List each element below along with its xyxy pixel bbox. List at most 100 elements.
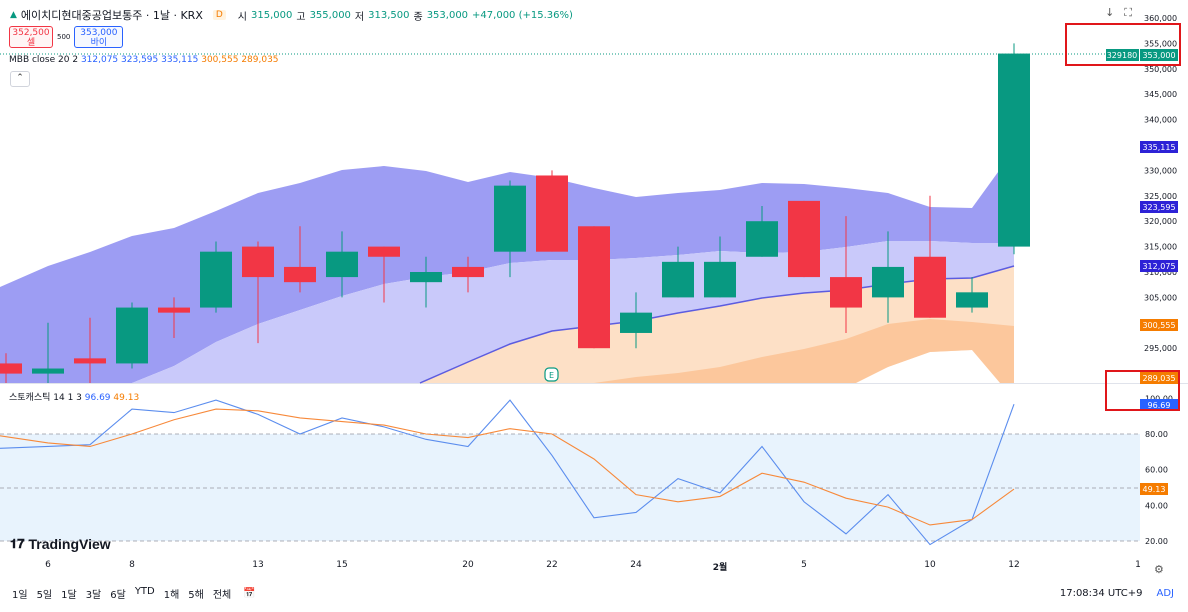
adj-button[interactable]: ADJ bbox=[1156, 587, 1175, 599]
tradingview-logo-icon: 𝟏𝟕 bbox=[10, 536, 25, 551]
band-mid-fill bbox=[0, 241, 1014, 383]
earnings-letter: E bbox=[549, 371, 554, 380]
candle-body[interactable] bbox=[998, 53, 1030, 247]
candle-body[interactable] bbox=[32, 368, 64, 374]
range-ytd[interactable]: YTD bbox=[134, 585, 155, 597]
stoch-d-line bbox=[0, 408, 1015, 526]
high-label: 고 bbox=[296, 11, 306, 23]
band-low2-fill bbox=[594, 319, 1014, 383]
stoch-d-tag-bg bbox=[1140, 483, 1168, 495]
time-axis-label: 15 bbox=[336, 560, 348, 570]
sell-price: 352,500 bbox=[12, 28, 50, 38]
lower2-tag: 289,035 bbox=[1142, 374, 1175, 383]
candle-body[interactable] bbox=[662, 261, 694, 298]
lower-tag-bg bbox=[1140, 319, 1178, 331]
candle-body[interactable] bbox=[452, 266, 484, 278]
time-axis-label: 8 bbox=[129, 560, 135, 570]
fullscreen-icon[interactable]: ⛶ bbox=[1124, 6, 1132, 19]
bottom-toolbar: 1일 5일 1달 3달 6달 YTD 1해 5해 전체 📅 17:08:34 U… bbox=[0, 580, 1188, 606]
mbb-basis: 312,075 bbox=[80, 55, 119, 65]
price-tick: 310,000 bbox=[1144, 268, 1177, 277]
spread-value: 500 bbox=[57, 33, 71, 41]
price-tick: 325,000 bbox=[1144, 192, 1177, 201]
collapse-legend-button[interactable]: ⌃ bbox=[10, 71, 30, 87]
stoch-k-tag-bg bbox=[1140, 399, 1178, 411]
mbb-lower: 300,555 bbox=[201, 55, 239, 65]
candle-body[interactable] bbox=[158, 307, 190, 313]
upper-tag: 323,595 bbox=[1142, 203, 1175, 212]
range-5y[interactable]: 5해 bbox=[188, 589, 204, 601]
candle-body[interactable] bbox=[74, 358, 106, 364]
candle-body[interactable] bbox=[284, 266, 316, 283]
stoch-background bbox=[0, 434, 1140, 541]
stoch-tick: 60.00 bbox=[1145, 466, 1168, 475]
mbb-upper2: 335,115 bbox=[161, 55, 199, 65]
candle-body[interactable] bbox=[116, 307, 148, 364]
candle-body[interactable] bbox=[830, 277, 862, 308]
buy-button[interactable]: 353,000 바이 bbox=[74, 26, 124, 48]
volume-tag: 329180 bbox=[1107, 51, 1138, 60]
sell-button[interactable]: 352,500 셀 bbox=[9, 26, 53, 48]
candle-body[interactable] bbox=[788, 200, 820, 278]
upper2-tag: 335,115 bbox=[1142, 143, 1175, 152]
price-tick: 305,000 bbox=[1144, 293, 1177, 302]
candle-body[interactable] bbox=[536, 175, 568, 252]
candle-body[interactable] bbox=[914, 256, 946, 318]
lower2-tag-bg bbox=[1140, 372, 1178, 384]
range-all[interactable]: 전체 bbox=[212, 589, 232, 601]
stoch-axis[interactable]: 100.00 80.00 60.00 40.00 20.00 bbox=[1145, 394, 1173, 546]
range-1y[interactable]: 1해 bbox=[163, 589, 180, 601]
calendar-icon[interactable]: 📅 bbox=[243, 587, 256, 599]
stoch-k-line bbox=[0, 399, 1015, 546]
candle-body[interactable] bbox=[200, 251, 232, 308]
last-price-tag-bg bbox=[1140, 49, 1178, 61]
range-6m[interactable]: 6달 bbox=[110, 589, 126, 601]
settings-icon[interactable]: ⚙ bbox=[1154, 563, 1164, 576]
candle-body[interactable] bbox=[956, 292, 988, 308]
symbol-title[interactable]: 에이치디현대중공업보통주 · 1날 · KRX bbox=[20, 9, 203, 22]
top-right-controls: ↓ ⛶ bbox=[1105, 6, 1132, 20]
candle-body[interactable] bbox=[578, 226, 610, 349]
time-axis[interactable]: 6 8 13 15 20 22 24 2월 5 10 12 1 bbox=[0, 560, 1141, 574]
stoch-k-value: 96.69 bbox=[84, 393, 111, 403]
candle-body[interactable] bbox=[746, 221, 778, 257]
price-tick: 355,000 bbox=[1144, 39, 1177, 48]
stoch-tick: 40.00 bbox=[1145, 501, 1168, 510]
band-upper-fill bbox=[0, 150, 1014, 383]
upper2-tag-bg bbox=[1140, 141, 1178, 153]
earnings-icon[interactable] bbox=[544, 367, 559, 382]
time-axis-label: 22 bbox=[546, 560, 558, 570]
mbb-lower2: 289,035 bbox=[241, 55, 279, 65]
price-tick: 350,000 bbox=[1144, 65, 1177, 74]
candle-body[interactable] bbox=[704, 261, 736, 298]
range-5d[interactable]: 5일 bbox=[36, 589, 53, 601]
candle-body[interactable] bbox=[326, 251, 358, 278]
candle-body[interactable] bbox=[410, 272, 442, 283]
candle-body[interactable] bbox=[242, 246, 274, 278]
download-icon[interactable]: ↓ bbox=[1105, 6, 1115, 19]
candle-body[interactable] bbox=[872, 266, 904, 298]
symbol-header[interactable]: ▲ 에이치디현대중공업보통주 · 1날 · KRX D 시 315,000 고 35… bbox=[10, 7, 573, 23]
range-1m[interactable]: 1달 bbox=[61, 589, 77, 601]
candle-body[interactable] bbox=[494, 185, 526, 252]
price-tick: 340,000 bbox=[1144, 116, 1177, 125]
time-axis-label: 5 bbox=[801, 560, 807, 570]
candle-body[interactable] bbox=[0, 363, 22, 374]
time-axis-label: 24 bbox=[630, 560, 642, 570]
range-1d[interactable]: 1일 bbox=[12, 589, 28, 601]
low-label: 저 bbox=[354, 11, 365, 23]
stoch-d-tag: 49.13 bbox=[1143, 485, 1166, 494]
time-axis-label: 6 bbox=[45, 560, 51, 570]
time-axis-label: 20 bbox=[462, 560, 474, 570]
candle-body[interactable] bbox=[368, 246, 400, 257]
upper-tag-bg bbox=[1140, 201, 1178, 213]
tradingview-logo[interactable]: 𝟏𝟕 TradingView bbox=[10, 536, 111, 552]
stoch-legend[interactable]: 스토캐스틱 14 1 3 96.69 49.13 bbox=[9, 390, 139, 403]
mbb-legend[interactable]: MBB close 20 2 312,075 323,595 335,115 3… bbox=[9, 55, 279, 65]
range-3m[interactable]: 3달 bbox=[85, 589, 102, 601]
candle-body[interactable] bbox=[620, 312, 652, 333]
clock-timezone[interactable]: 17:08:34 UTC+9 bbox=[1059, 587, 1143, 599]
mbb-upper: 323,595 bbox=[121, 55, 159, 65]
change-value: +47,000 (+15.36%) bbox=[472, 9, 573, 21]
